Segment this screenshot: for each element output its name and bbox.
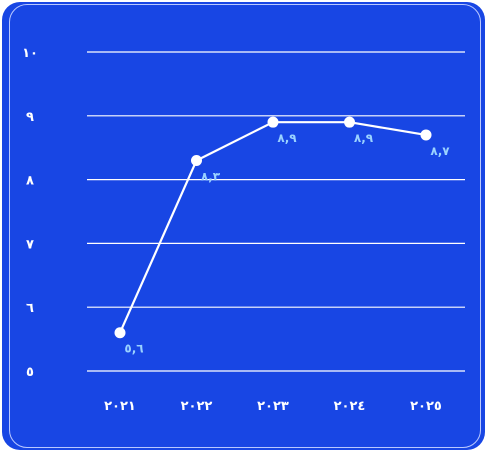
data-point-3 [344,116,355,128]
x-tick-label-2: ٢٠٢٣ [257,399,289,414]
y-tick-label-9: ٩ [26,110,34,125]
x-tick-label-1: ٢٠٢٢ [181,399,213,414]
y-axis-tick-labels: ٥ ٦ ٧ ٨ ٩ ١٠ [22,46,38,380]
data-point-4 [420,129,432,141]
data-label-2: ٨,٩ [277,131,297,145]
data-label-3: ٨,٩ [354,131,374,145]
data-label-1: ٨,٣ [201,169,221,183]
y-tick-label-6: ٦ [26,301,34,316]
y-tick-label-7: ٧ [26,237,34,252]
data-labels: ٥,٦ ٨,٣ ٨,٩ ٨,٩ ٨,٧ [124,131,450,356]
y-tick-label-5: ٥ [26,365,34,380]
y-tick-label-10: ١٠ [22,46,38,61]
data-label-4: ٨,٧ [430,144,450,158]
x-axis-tick-labels: ٢٠٢١ ٢٠٢٢ ٢٠٢٣ ٢٠٢٤ ٢٠٢٥ [104,399,442,414]
gridlines [87,51,465,372]
data-point-1 [191,154,202,166]
data-label-0: ٥,٦ [124,342,143,356]
series-line [118,121,427,334]
x-tick-label-4: ٢٠٢٥ [410,399,442,414]
data-point-0 [114,327,126,339]
y-tick-label-8: ٨ [26,174,34,189]
x-tick-label-0: ٢٠٢١ [104,399,136,414]
x-tick-label-3: ٢٠٢٤ [334,399,366,414]
data-points [114,116,432,339]
data-point-2 [267,116,279,128]
